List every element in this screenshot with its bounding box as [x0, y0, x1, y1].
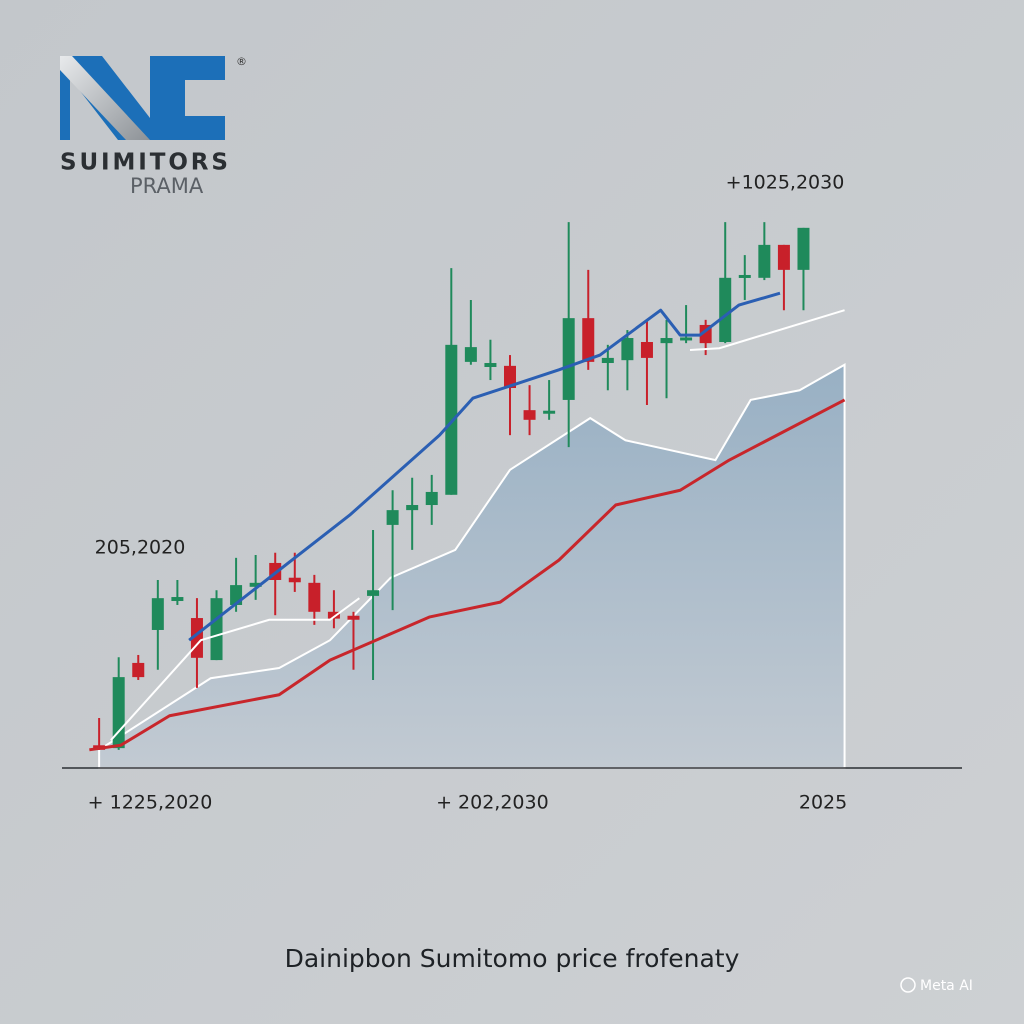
candle-body [640, 342, 653, 358]
plot-area [89, 222, 846, 769]
candle-body [308, 582, 321, 612]
candle-body [171, 597, 184, 602]
logo-mark: ® [236, 55, 247, 68]
candle-body [347, 615, 360, 620]
candle-body [151, 598, 164, 630]
candle-body [132, 662, 145, 678]
logo-shape [60, 56, 150, 140]
logo-text: SUIMITORS [60, 150, 228, 176]
candle-body [464, 347, 477, 362]
candle-body [523, 410, 536, 420]
candle-body [249, 582, 262, 587]
candle-body [445, 344, 458, 495]
area [98, 363, 846, 769]
x-tick-label: 2025 [799, 792, 847, 814]
x-tick-label: + 202,2030 [436, 792, 549, 814]
line [110, 597, 360, 741]
candle-body [386, 510, 399, 525]
candle-body [601, 357, 614, 364]
line [188, 291, 781, 642]
candle-body [406, 505, 419, 511]
line [689, 309, 845, 351]
logo-shape [160, 56, 225, 140]
x-tick-label: + 1225,2020 [88, 792, 213, 814]
candle-body [210, 598, 223, 661]
candle-body [660, 338, 673, 344]
candle-body [680, 337, 693, 341]
logo-subtext: PRAMA [130, 174, 204, 198]
candle-body [562, 318, 575, 400]
logo: ® SUIMITORS PRAMA [60, 55, 247, 198]
chart-title: Dainipbon Sumitomo price frofenaty [285, 944, 740, 973]
candle-body [719, 277, 732, 342]
candle-body [425, 491, 438, 506]
candle-body [112, 677, 125, 749]
annotation: 205,2020 [95, 537, 186, 559]
candle-body [797, 227, 810, 270]
watermark: Meta AI [920, 978, 973, 994]
watermark-icon [900, 977, 916, 993]
candle-body [543, 410, 556, 414]
candle-body [582, 318, 595, 362]
candle-body [367, 590, 380, 596]
candle-body [777, 244, 790, 270]
candle-body [621, 338, 634, 361]
candle-body [288, 577, 301, 583]
candle-body [327, 611, 340, 619]
candle-body [738, 274, 751, 278]
candle-body [504, 365, 516, 389]
annotation: +1025,2030 [726, 172, 845, 194]
candle-body [484, 363, 497, 367]
line [89, 398, 846, 752]
candle-body [758, 244, 771, 278]
